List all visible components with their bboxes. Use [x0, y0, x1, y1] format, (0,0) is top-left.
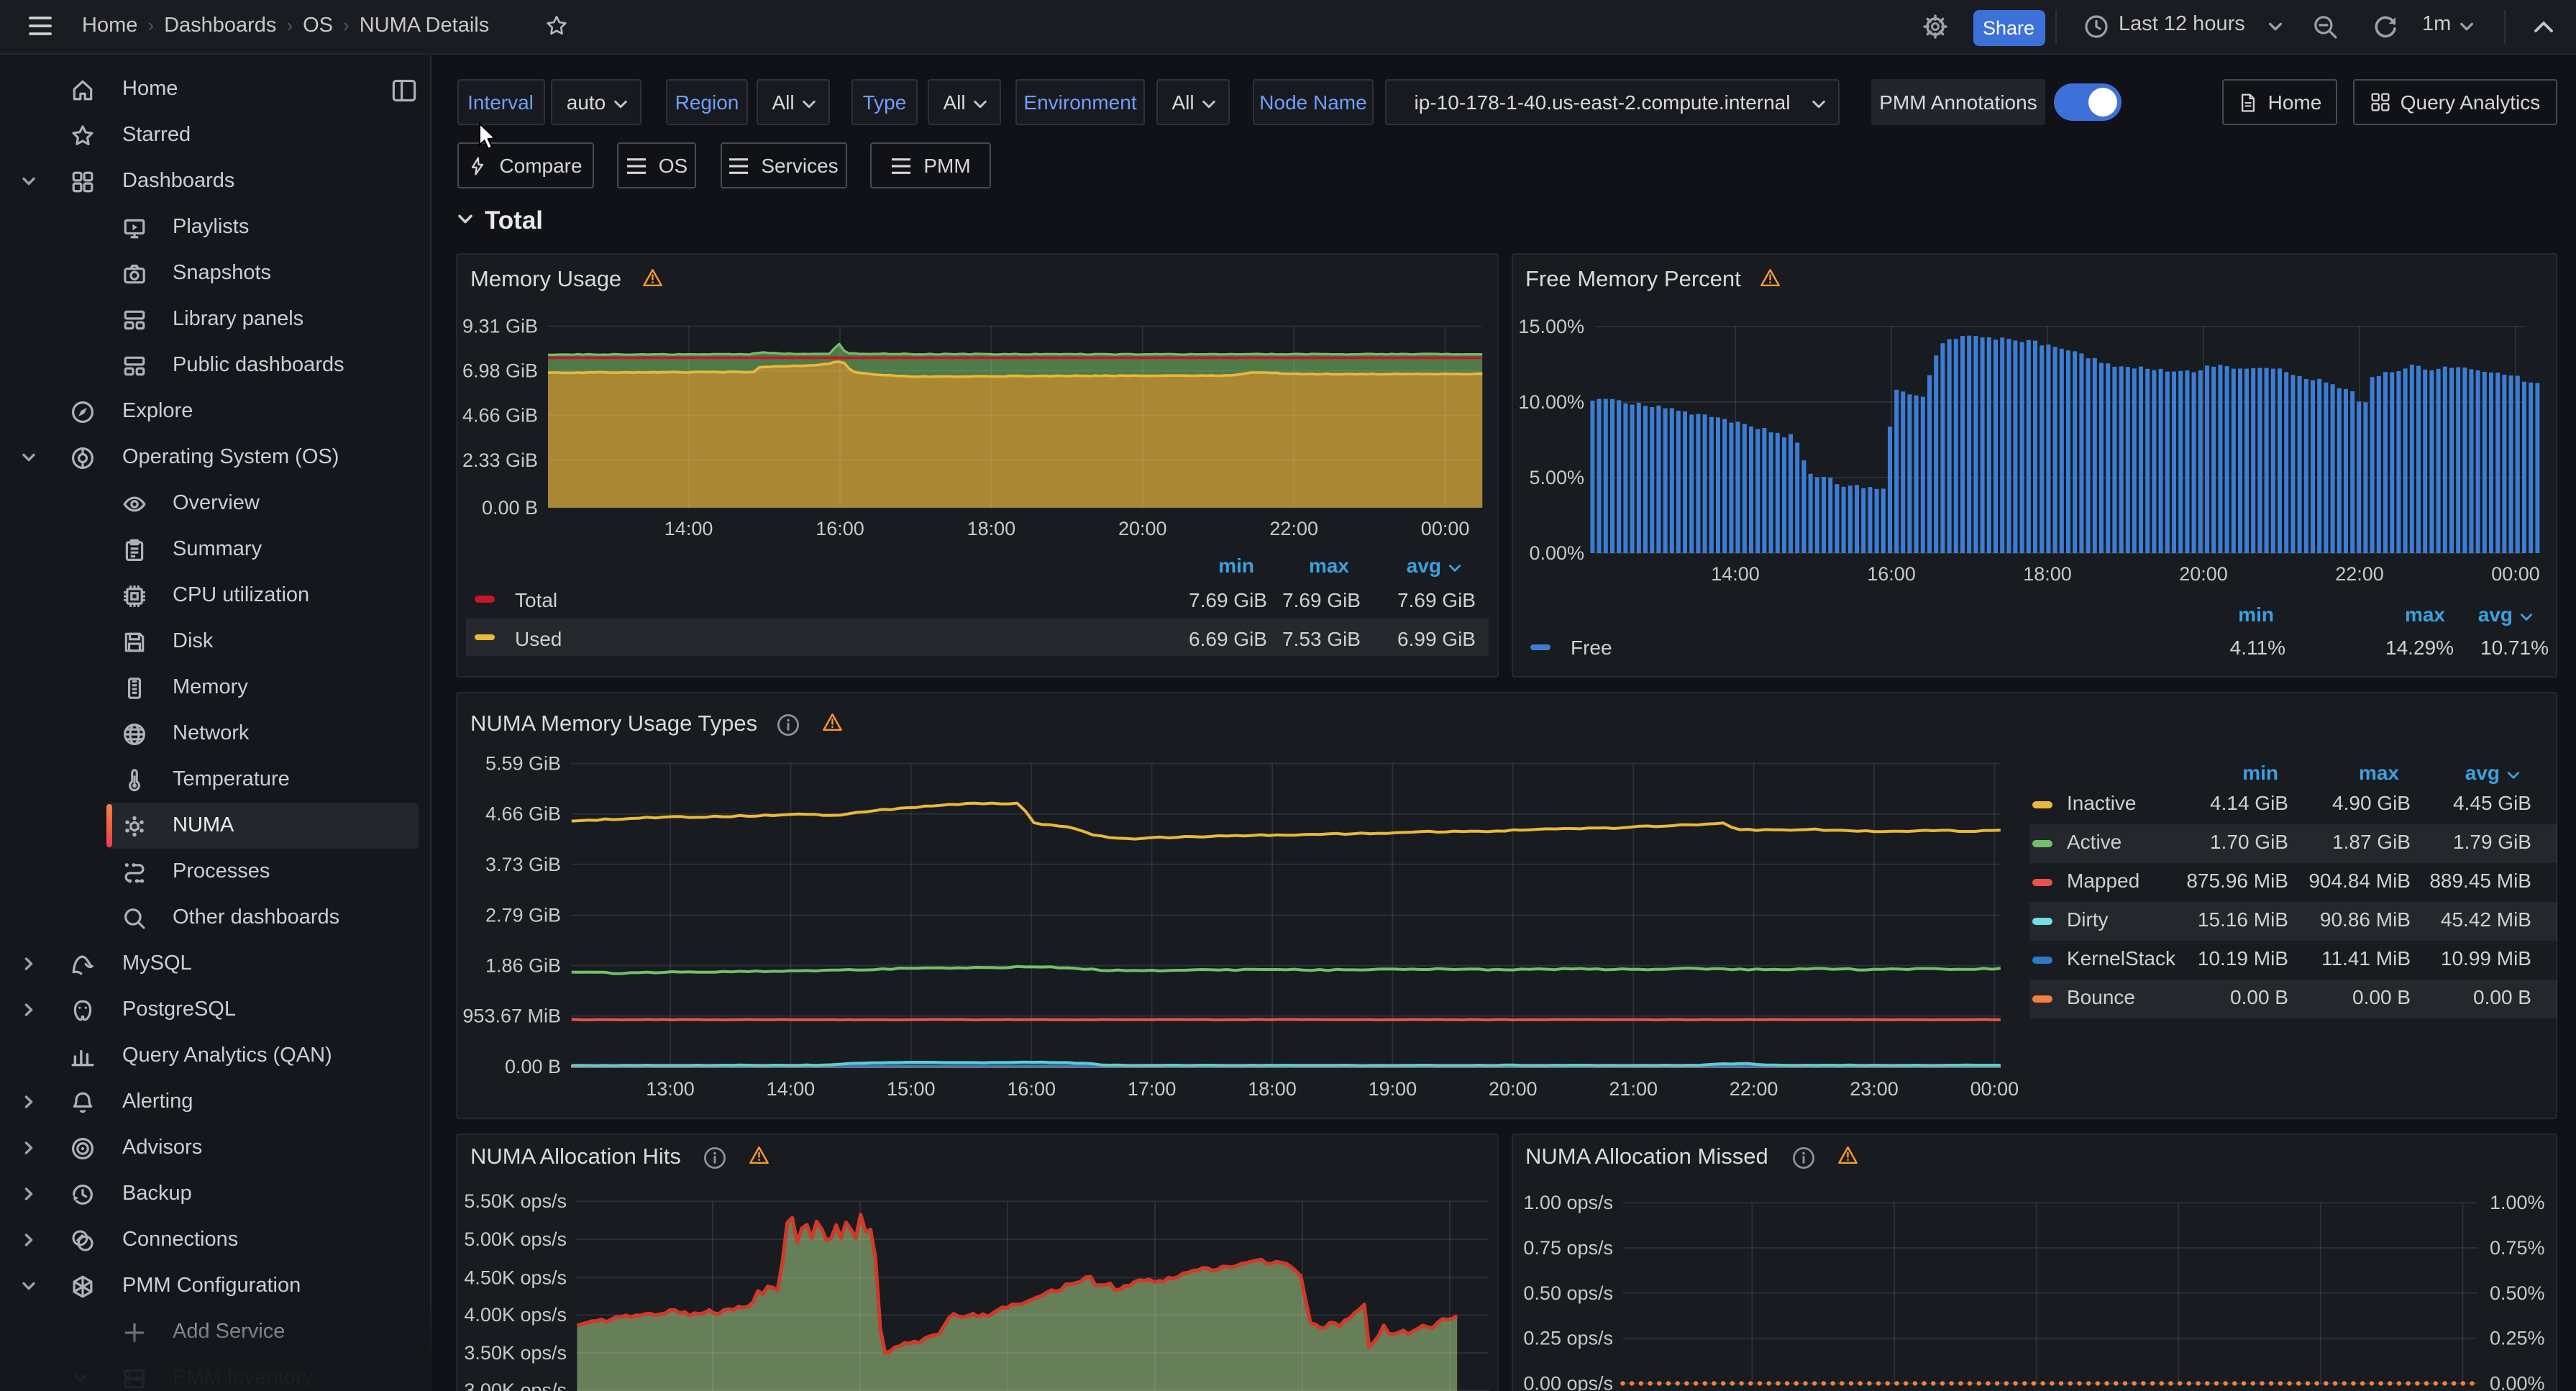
svg-text:0.75 ops/s: 0.75 ops/s — [1522, 1236, 1612, 1258]
svg-text:22:00: 22:00 — [2334, 563, 2383, 585]
svg-text:20:00: 20:00 — [1118, 518, 1167, 539]
svg-text:1.00 ops/s: 1.00 ops/s — [1522, 1191, 1612, 1213]
svg-text:4.66 GiB: 4.66 GiB — [462, 405, 538, 427]
svg-text:0.00 B: 0.00 B — [505, 1056, 561, 1077]
svg-text:18:00: 18:00 — [2022, 563, 2071, 585]
svg-text:4.00K ops/s: 4.00K ops/s — [464, 1303, 567, 1325]
svg-text:16:00: 16:00 — [816, 518, 864, 539]
svg-text:3.50K ops/s: 3.50K ops/s — [464, 1341, 567, 1363]
svg-text:21:00: 21:00 — [1609, 1078, 1658, 1100]
svg-text:16:00: 16:00 — [1866, 563, 1915, 585]
svg-text:0.25 ops/s: 0.25 ops/s — [1522, 1327, 1612, 1349]
svg-text:18:00: 18:00 — [967, 518, 1016, 539]
svg-text:10.00%: 10.00% — [1517, 391, 1584, 413]
svg-text:0.75%: 0.75% — [2489, 1236, 2544, 1258]
svg-text:0.50 ops/s: 0.50 ops/s — [1522, 1282, 1612, 1303]
svg-text:0.50%: 0.50% — [2489, 1282, 2544, 1303]
svg-text:14:00: 14:00 — [1710, 563, 1759, 585]
svg-text:19:00: 19:00 — [1369, 1078, 1417, 1100]
svg-text:0.00%: 0.00% — [2489, 1372, 2544, 1391]
svg-text:5.59 GiB: 5.59 GiB — [485, 753, 561, 775]
svg-text:5.00%: 5.00% — [1528, 467, 1584, 488]
svg-text:22:00: 22:00 — [1730, 1078, 1778, 1100]
svg-text:22:00: 22:00 — [1269, 518, 1318, 539]
svg-text:0.25%: 0.25% — [2489, 1327, 2544, 1349]
svg-text:13:00: 13:00 — [646, 1078, 695, 1100]
svg-text:14:00: 14:00 — [664, 518, 713, 539]
svg-text:23:00: 23:00 — [1850, 1078, 1899, 1100]
svg-text:15:00: 15:00 — [887, 1078, 936, 1100]
svg-text:1.00%: 1.00% — [2489, 1191, 2544, 1213]
svg-text:9.31 GiB: 9.31 GiB — [462, 316, 538, 337]
svg-text:15.00%: 15.00% — [1517, 316, 1584, 337]
svg-text:17:00: 17:00 — [1128, 1078, 1177, 1100]
svg-text:0.00%: 0.00% — [1528, 542, 1584, 564]
svg-text:3.00K ops/s: 3.00K ops/s — [464, 1379, 567, 1391]
svg-text:2.79 GiB: 2.79 GiB — [485, 905, 561, 926]
svg-text:16:00: 16:00 — [1007, 1078, 1056, 1100]
svg-text:2.33 GiB: 2.33 GiB — [462, 450, 538, 471]
svg-text:00:00: 00:00 — [1970, 1078, 2019, 1100]
svg-text:00:00: 00:00 — [1421, 518, 1470, 539]
svg-text:00:00: 00:00 — [2490, 563, 2539, 585]
svg-text:5.50K ops/s: 5.50K ops/s — [464, 1190, 567, 1211]
svg-text:20:00: 20:00 — [1489, 1078, 1538, 1100]
svg-text:0.00 ops/s: 0.00 ops/s — [1522, 1372, 1612, 1391]
svg-text:4.66 GiB: 4.66 GiB — [485, 803, 561, 825]
svg-text:20:00: 20:00 — [2178, 563, 2227, 585]
svg-text:953.67 MiB: 953.67 MiB — [462, 1005, 561, 1027]
svg-text:6.98 GiB: 6.98 GiB — [462, 360, 538, 381]
svg-text:3.73 GiB: 3.73 GiB — [485, 854, 561, 875]
svg-text:0.00 B: 0.00 B — [482, 497, 538, 519]
svg-text:4.50K ops/s: 4.50K ops/s — [464, 1266, 567, 1287]
svg-text:18:00: 18:00 — [1248, 1078, 1297, 1100]
svg-text:1.86 GiB: 1.86 GiB — [485, 955, 561, 977]
svg-text:5.00K ops/s: 5.00K ops/s — [464, 1228, 567, 1249]
svg-text:14:00: 14:00 — [767, 1078, 816, 1100]
